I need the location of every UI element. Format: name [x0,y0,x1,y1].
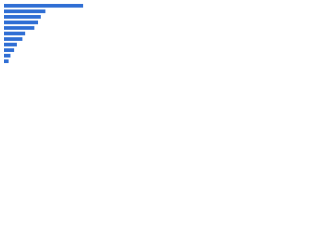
bar [4,15,41,19]
bar [4,53,11,58]
bar [4,26,35,30]
bar [4,59,9,64]
chart [0,0,100,71]
bar [4,31,26,36]
bar [4,3,84,8]
page: (() => { const data = JSON.parse(documen… [0,0,320,71]
bar [4,42,17,47]
bar [4,37,23,41]
bar [4,48,15,52]
bar [4,9,46,14]
bar [4,20,39,25]
